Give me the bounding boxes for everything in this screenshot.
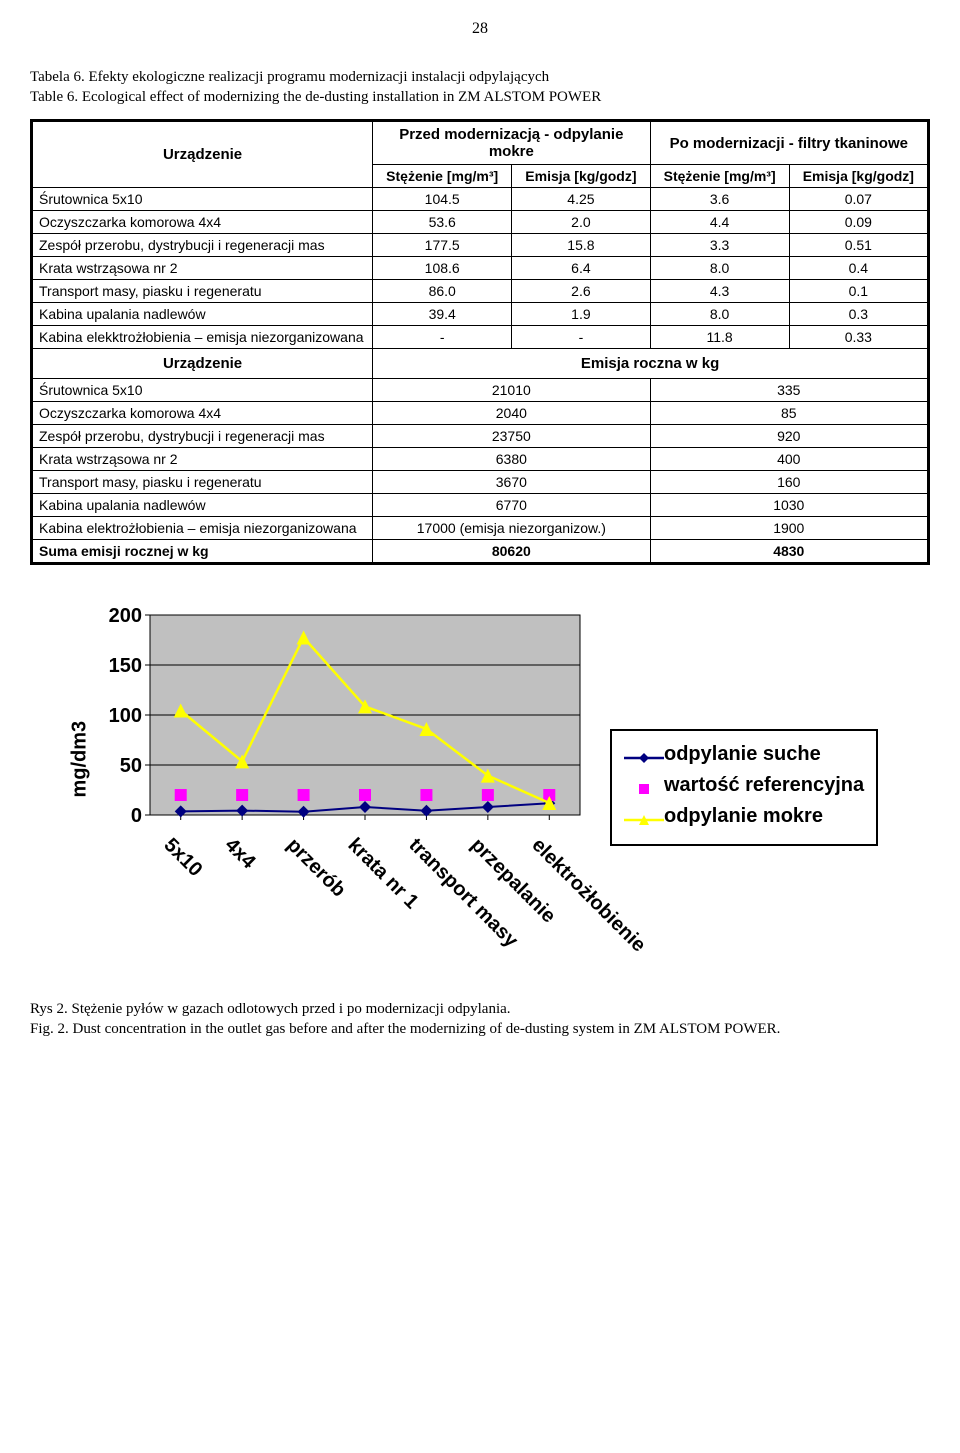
chart-plot: 050100150200 5x104x4przeróbkrata nr 1tra… (100, 605, 590, 970)
table-row: Zespół przerobu, dystrybucji i regenerac… (33, 234, 928, 257)
sub-stezenie-1: Stężenie [mg/m³] (373, 165, 512, 188)
table-row: Śrutownica 5x10104.54.253.60.07 (33, 188, 928, 211)
table-row: Zespół przerobu, dystrybucji i regenerac… (33, 425, 928, 448)
legend: odpylanie suche wartość referencyjna odpyl… (610, 729, 878, 846)
x-tick-label: elektrożłobienie (527, 834, 650, 957)
table-row: Kabina upalania nadlewów39.41.98.00.3 (33, 303, 928, 326)
data-table: Urządzenie Przed modernizacją - odpylani… (30, 119, 930, 565)
sum-label: Suma emisji rocznej w kg (33, 540, 373, 563)
page-number: 28 (30, 20, 930, 38)
legend-label: odpylanie suche (664, 741, 821, 768)
svg-text:200: 200 (109, 605, 142, 627)
fig-caption-pl: Rys 2. Stężenie pyłów w gazach odlotowyc… (30, 1001, 511, 1017)
sub-emisja-2: Emisja [kg/godz] (789, 165, 927, 188)
header-before: Przed modernizacją - odpylanie mokre (373, 122, 650, 165)
x-tick-label: przerób (281, 834, 349, 902)
table-row: Oczyszczarka komorowa 4x4204085 (33, 402, 928, 425)
table-caption: Tabela 6. Efekty ekologiczne realizacji … (30, 68, 930, 107)
table-row: Krata wstrząsowa nr 26380400 (33, 448, 928, 471)
legend-item: wartość referencyjna (624, 772, 864, 799)
legend-item: odpylanie mokre (624, 803, 864, 830)
x-tick-label: transport masy (404, 834, 522, 952)
legend-item: odpylanie suche (624, 741, 864, 768)
x-tick-label: 5x10 (158, 834, 206, 882)
legend-label: odpylanie mokre (664, 803, 823, 830)
table-caption-pl: Tabela 6. Efekty ekologiczne realizacji … (30, 69, 549, 85)
header-device: Urządzenie (33, 122, 373, 188)
table-caption-en: Table 6. Ecological effect of modernizin… (30, 89, 601, 105)
sub-emisja-1: Emisja [kg/godz] (512, 165, 650, 188)
svg-text:0: 0 (131, 805, 142, 825)
table-row: Transport masy, piasku i regeneratu86.02… (33, 280, 928, 303)
sum-b: 4830 (650, 540, 927, 563)
figure-caption: Rys 2. Stężenie pyłów w gazach odlotowyc… (30, 1000, 930, 1039)
table-row: Oczyszczarka komorowa 4x453.62.04.40.09 (33, 211, 928, 234)
x-tick-label: 4x4 (220, 834, 260, 874)
table-row: Śrutownica 5x1021010335 (33, 379, 928, 402)
table-row: Kabina elektrożłobienia – emisja niezorg… (33, 517, 928, 540)
sum-a: 80620 (373, 540, 650, 563)
table-row: Krata wstrząsowa nr 2108.66.48.00.4 (33, 257, 928, 280)
table-row: Kabina elekktrożłobienia – emisja niezor… (33, 326, 928, 349)
header-device-2: Urządzenie (33, 349, 373, 379)
svg-text:50: 50 (120, 755, 142, 777)
y-axis-label: mg/dm3 (69, 778, 92, 798)
legend-label: wartość referencyjna (664, 772, 864, 799)
table-row: Transport masy, piasku i regeneratu36701… (33, 471, 928, 494)
svg-text:100: 100 (109, 705, 142, 727)
chart: mg/dm3 050100150200 5x104x4przeróbkrata … (70, 605, 930, 970)
fig-caption-en: Fig. 2. Dust concentration in the outlet… (30, 1021, 780, 1037)
sub-stezenie-2: Stężenie [mg/m³] (650, 165, 789, 188)
svg-text:150: 150 (109, 655, 142, 677)
header-annual: Emisja roczna w kg (373, 349, 928, 379)
header-after: Po modernizacji - filtry tkaninowe (650, 122, 927, 165)
table-row: Kabina upalania nadlewów67701030 (33, 494, 928, 517)
